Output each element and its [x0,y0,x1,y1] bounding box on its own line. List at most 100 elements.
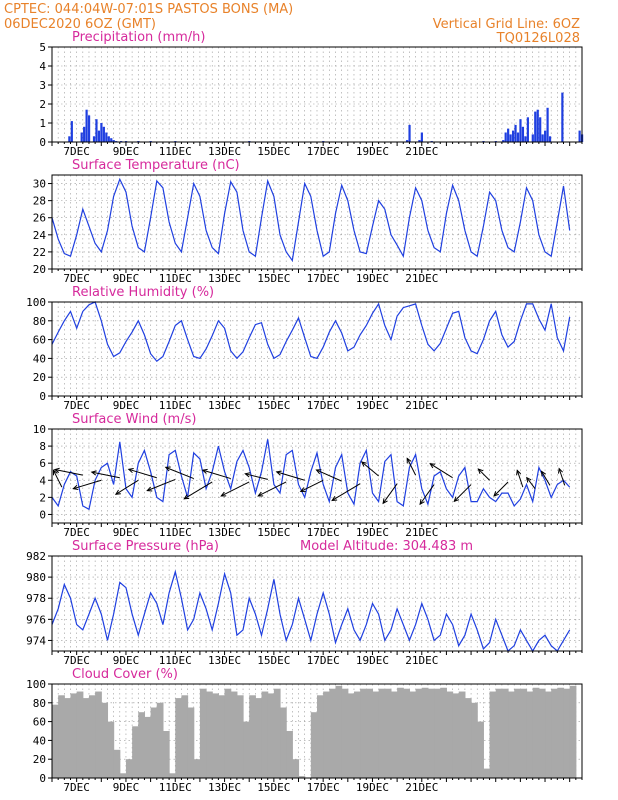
cloud-cover-bar [199,688,207,778]
relative-humidity-xtick-label: 17DEC [307,399,340,412]
relative-humidity-xtick-label: 13DEC [208,399,241,412]
cloud-cover-bar [107,721,115,778]
surface-wind-arrow-shaft [245,473,268,480]
surface-wind-arrow [540,470,551,486]
cloud-cover-bar [169,773,176,778]
relative-humidity-ytick-label: 60 [33,334,46,347]
surface-wind-arrow [72,479,102,490]
cloud-cover-bar [144,716,152,778]
relative-humidity-xtick-label: 9DEC [113,399,140,412]
surface-wind-arrow [419,484,435,506]
relative-humidity-ytick-label: 20 [33,371,46,384]
surface-wind-arrow-shaft [128,468,157,479]
cloud-cover-bar [267,693,275,778]
surface-wind-arrow [477,468,490,481]
cloud-cover-bar [175,698,182,778]
surface-wind-xtick-label: 21DEC [405,526,438,539]
cloud-cover-ytick-label: 80 [33,697,46,710]
surface-wind-arrow [382,483,398,505]
surface-temperature-xtick-label: 19DEC [356,272,389,285]
surface-wind-arrow [558,467,566,486]
cloud-cover-bar [360,688,367,778]
cloud-cover-xtick-label: 19DEC [356,781,389,794]
surface-wind-arrow-shaft [541,471,551,486]
cloud-cover-bar [563,688,571,778]
surface-wind-ytick-label: 4 [39,474,46,487]
precipitation-bar [110,138,113,142]
surface-wind-arrow [244,472,268,480]
surface-wind-arrow-shaft [453,484,472,502]
relative-humidity-title: Relative Humidity (%) [72,285,214,300]
surface-wind-arrow [257,481,287,497]
cloud-cover-bar [286,731,293,778]
precipitation-title: Precipitation (mm/h) [72,30,205,45]
cloud-cover-bar [483,768,491,778]
cloud-cover-bar [193,759,201,778]
surface-pressure-xtick-label: 21DEC [405,654,438,667]
header-date: 06DEC2020 6OZ (GMT) [4,17,156,32]
cloud-cover-bar [82,698,90,778]
cloud-cover-bar [206,691,213,778]
cloud-cover-ytick-label: 40 [33,734,46,747]
surface-temperature-ytick-label: 26 [33,212,46,225]
surface-pressure-ytick-label: 980 [26,571,46,584]
cloud-cover-bar [532,687,540,778]
surface-pressure-xtick-label: 17DEC [307,654,340,667]
cloud-cover-ytick-label: 60 [33,716,46,729]
surface-wind-xtick-label: 15DEC [257,526,290,539]
surface-wind-arrow-head [331,496,338,502]
surface-wind-arrow [114,479,139,495]
cloud-cover-bar [477,721,484,778]
surface-wind-arrow-shaft [257,481,287,497]
surface-wind-arrow-head [53,467,60,473]
precipitation-ytick-label: 4 [39,60,46,73]
precipitation-bar [102,126,105,142]
cloud-cover-bar [181,695,189,778]
cloud-cover-bar [421,687,429,778]
cloud-cover-bar [298,776,306,778]
surface-wind-xtick-label: 17DEC [307,526,340,539]
surface-pressure-annotation: Model Altitude: 304.483 m [300,539,473,554]
cloud-cover-bar [101,702,109,778]
precipitation-ytick-label: 3 [39,79,46,92]
surface-wind-arrow-head [493,491,499,497]
cloud-cover-bar [76,691,84,778]
precipitation-ytick-label: 2 [39,98,46,111]
surface-wind-series-line [51,439,571,511]
surface-pressure-xtick-label: 13DEC [208,654,241,667]
surface-wind-arrow-shaft [183,481,213,500]
relative-humidity-xtick-label: 21DEC [405,399,438,412]
cloud-cover-bar [224,688,232,778]
surface-wind-arrow-head [90,470,97,476]
surface-wind-arrow-shaft [115,479,139,495]
surface-wind-arrow [90,470,120,479]
surface-wind-arrow-shaft [382,483,398,504]
relative-humidity-xtick-label: 11DEC [159,399,192,412]
surface-wind-arrow-shaft [91,471,120,479]
surface-wind-arrow-head [72,484,79,490]
surface-wind-arrow [164,466,194,480]
surface-wind-ytick-label: 2 [39,491,46,504]
surface-wind-arrow-head [52,469,58,476]
precipitation-xtick-label: 7DEC [63,145,90,158]
surface-temperature-xtick-label: 13DEC [208,272,241,285]
cloud-cover-bar [70,693,78,778]
surface-wind-arrow-head [419,499,425,506]
precipitation-bar [85,109,88,142]
header-station: CPTEC: 044:04W-07:01S PASTOS BONS (MA) [4,2,293,17]
relative-humidity-xtick-label: 15DEC [257,399,290,412]
precipitation-bar [524,136,527,142]
surface-wind-arrow-head [516,469,522,476]
surface-temperature-ytick-label: 22 [33,246,46,259]
cloud-cover-bar [538,688,546,778]
precipitation-bar [546,107,549,142]
surface-wind-arrow [331,483,361,502]
surface-temperature-ytick-label: 24 [33,229,47,242]
precipitation-panel: Precipitation (mm/h) 0 1 2 3 4 5 7DEC 9DEC 11DEC 1… [39,30,584,158]
header-model-code: TQ0126L028 [496,31,580,46]
cloud-cover-bar [440,687,447,778]
precipitation-bar [531,134,534,142]
surface-temperature-ytick-label: 20 [33,263,46,276]
cloud-cover-bar [427,688,435,778]
cloud-cover-bar [236,695,244,778]
